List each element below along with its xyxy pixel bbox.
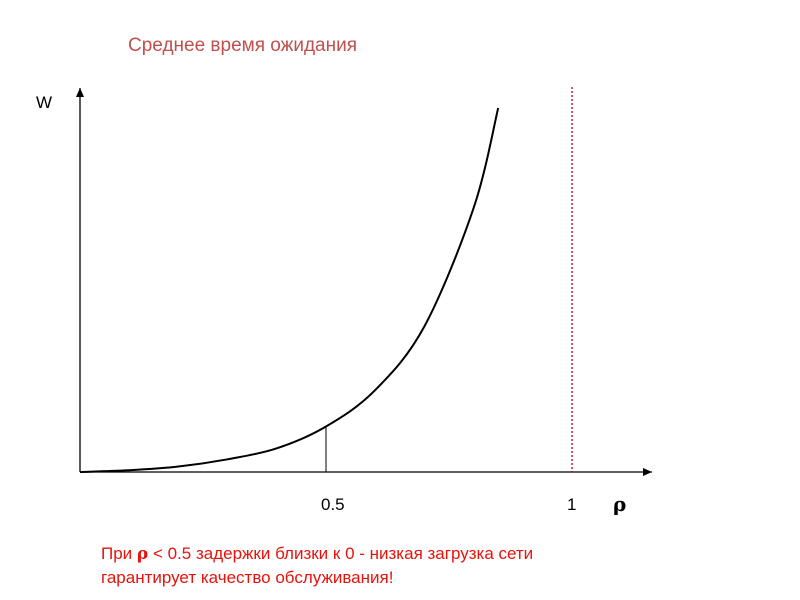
y-axis-label: W [36, 93, 53, 112]
annotation-prefix: При [101, 544, 133, 563]
waiting-time-curve [79, 107, 500, 473]
x-axis-label: ρ [613, 492, 627, 516]
annotation-note: При ρ < 0.5 задержки близки к 0 - низкая… [101, 542, 533, 589]
chart-title: Среднее время ожидания [128, 35, 358, 56]
annotation-line-1-rest: < 0.5 задержки близки к 0 - низкая загру… [152, 544, 534, 563]
annotation-rho-symbol: ρ [136, 544, 149, 564]
x-tick-label-0.5: 0.5 [321, 495, 345, 514]
annotation-line-2: гарантирует качество обслуживания! [101, 568, 394, 587]
x-tick-label-1: 1 [567, 495, 577, 514]
annotation-line-1: При ρ < 0.5 задержки близки к 0 - низкая… [101, 542, 533, 566]
